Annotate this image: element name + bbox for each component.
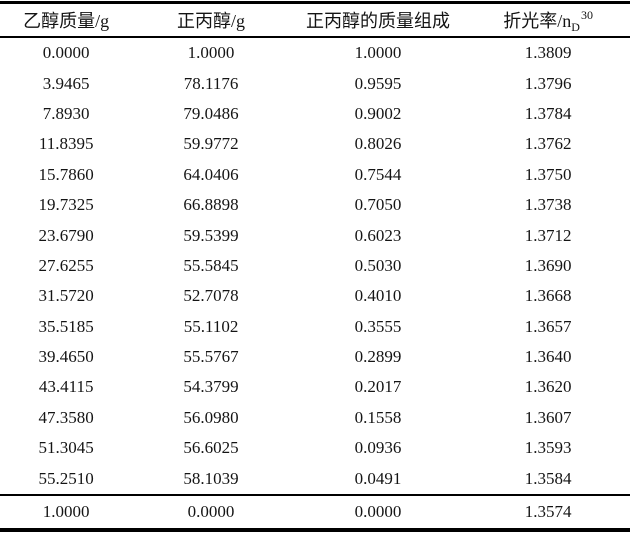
cell: 15.7860 bbox=[38, 164, 94, 184]
cell: 0.9002 bbox=[354, 103, 402, 123]
cell: 56.0980 bbox=[183, 407, 239, 427]
cell: 1.3809 bbox=[524, 43, 572, 63]
cell: 0.0491 bbox=[354, 468, 402, 488]
cell: 3.9465 bbox=[42, 73, 90, 93]
cell: 1.3640 bbox=[524, 347, 572, 367]
table-body: 0.0000 1.0000 1.0000 1.3809 3.9465 78.1176 0.9… bbox=[0, 37, 630, 495]
cell: 55.1102 bbox=[183, 316, 239, 336]
cell: 23.6790 bbox=[38, 225, 94, 245]
table-row: 7.8930 79.0486 0.9002 1.3784 bbox=[0, 99, 630, 129]
cell: 0.0000 bbox=[42, 43, 90, 63]
cell: 1.3750 bbox=[524, 164, 572, 184]
cell: 0.1558 bbox=[354, 407, 402, 427]
cell: 43.4115 bbox=[38, 377, 94, 397]
cell: 0.6023 bbox=[354, 225, 402, 245]
cell: 19.7325 bbox=[38, 195, 94, 215]
cell: 0.0000 bbox=[132, 493, 290, 530]
table-row: 39.4650 55.5767 0.2899 1.3640 bbox=[0, 342, 630, 372]
cell: 1.3668 bbox=[524, 286, 572, 306]
cell: 0.2899 bbox=[354, 347, 402, 367]
table-row: 3.9465 78.1176 0.9595 1.3796 bbox=[0, 68, 630, 98]
header-row: 乙醇质量/g 正丙醇/g 正丙醇的质量组成 折光率/nD30 bbox=[0, 2, 630, 38]
col-header-propanol-mass-fraction: 正丙醇的质量组成 bbox=[289, 2, 467, 38]
table-row: 11.8395 59.9772 0.8026 1.3762 bbox=[0, 129, 630, 159]
refractive-index-subscript: D bbox=[571, 20, 580, 34]
cell: 78.1176 bbox=[183, 73, 239, 93]
cell: 79.0486 bbox=[183, 103, 239, 123]
cell: 1.3574 bbox=[466, 493, 630, 530]
cell: 1.3712 bbox=[524, 225, 572, 245]
table-row: 55.2510 58.1039 0.0491 1.3584 bbox=[0, 463, 630, 494]
cell: 1.0000 bbox=[354, 43, 402, 63]
footer-row: 1.0000 0.0000 0.0000 1.3574 bbox=[0, 493, 630, 530]
cell: 1.3607 bbox=[524, 407, 572, 427]
col-header-propanol-mass: 正丙醇/g bbox=[132, 2, 290, 38]
cell: 31.5720 bbox=[38, 286, 94, 306]
cell: 0.2017 bbox=[354, 377, 402, 397]
table-row: 23.6790 59.5399 0.6023 1.3712 bbox=[0, 220, 630, 250]
cell: 11.8395 bbox=[38, 134, 94, 154]
table-row: 0.0000 1.0000 1.0000 1.3809 bbox=[0, 37, 630, 68]
cell: 59.9772 bbox=[183, 134, 239, 154]
cell: 51.3045 bbox=[38, 438, 94, 458]
cell: 0.0000 bbox=[289, 493, 467, 530]
cell: 1.3784 bbox=[524, 103, 572, 123]
cell: 1.3762 bbox=[524, 134, 572, 154]
cell: 56.6025 bbox=[183, 438, 239, 458]
cell: 0.3555 bbox=[354, 316, 402, 336]
refractive-index-superscript: 30 bbox=[580, 8, 593, 22]
cell: 55.5845 bbox=[183, 255, 239, 275]
cell: 0.4010 bbox=[354, 286, 402, 306]
cell: 1.0000 bbox=[187, 43, 235, 63]
cell: 1.3593 bbox=[524, 438, 572, 458]
cell: 39.4650 bbox=[38, 347, 94, 367]
cell: 0.8026 bbox=[354, 134, 402, 154]
table-header: 乙醇质量/g 正丙醇/g 正丙醇的质量组成 折光率/nD30 bbox=[0, 2, 630, 38]
col-header-refractive-index: 折光率/nD30 bbox=[466, 2, 630, 38]
cell: 66.8898 bbox=[183, 195, 239, 215]
col-header-ethanol-mass: 乙醇质量/g bbox=[0, 2, 133, 38]
cell: 1.3657 bbox=[524, 316, 572, 336]
cell: 1.3584 bbox=[524, 468, 572, 488]
table-row: 35.5185 55.1102 0.3555 1.3657 bbox=[0, 312, 630, 342]
cell: 52.7078 bbox=[183, 286, 239, 306]
cell: 54.3799 bbox=[183, 377, 239, 397]
cell: 55.2510 bbox=[38, 468, 94, 488]
cell: 1.3738 bbox=[524, 195, 572, 215]
cell: 1.3690 bbox=[524, 255, 572, 275]
cell: 35.5185 bbox=[38, 316, 94, 336]
cell: 0.0936 bbox=[354, 438, 402, 458]
cell: 59.5399 bbox=[183, 225, 239, 245]
refractive-index-label: 折光率/n bbox=[503, 11, 572, 31]
table-row: 27.6255 55.5845 0.5030 1.3690 bbox=[0, 251, 630, 281]
cell: 0.7050 bbox=[354, 195, 402, 215]
cell: 1.3620 bbox=[524, 377, 572, 397]
cell: 55.5767 bbox=[183, 347, 239, 367]
cell: 27.6255 bbox=[38, 255, 94, 275]
table-row: 31.5720 52.7078 0.4010 1.3668 bbox=[0, 281, 630, 311]
cell: 47.3580 bbox=[38, 407, 94, 427]
cell: 1.3796 bbox=[524, 73, 572, 93]
cell: 64.0406 bbox=[183, 164, 239, 184]
table-row: 47.3580 56.0980 0.1558 1.3607 bbox=[0, 403, 630, 433]
table-row: 19.7325 66.8898 0.7050 1.3738 bbox=[0, 190, 630, 220]
cell: 58.1039 bbox=[183, 468, 239, 488]
cell: 1.0000 bbox=[0, 493, 133, 530]
table-row: 15.7860 64.0406 0.7544 1.3750 bbox=[0, 160, 630, 190]
cell: 0.5030 bbox=[354, 255, 402, 275]
cell: 0.7544 bbox=[354, 164, 402, 184]
table-row: 43.4115 54.3799 0.2017 1.3620 bbox=[0, 372, 630, 402]
cell: 0.9595 bbox=[354, 73, 402, 93]
table-row: 51.3045 56.6025 0.0936 1.3593 bbox=[0, 433, 630, 463]
table-footer: 1.0000 0.0000 0.0000 1.3574 bbox=[0, 493, 630, 530]
cell: 7.8930 bbox=[42, 103, 90, 123]
